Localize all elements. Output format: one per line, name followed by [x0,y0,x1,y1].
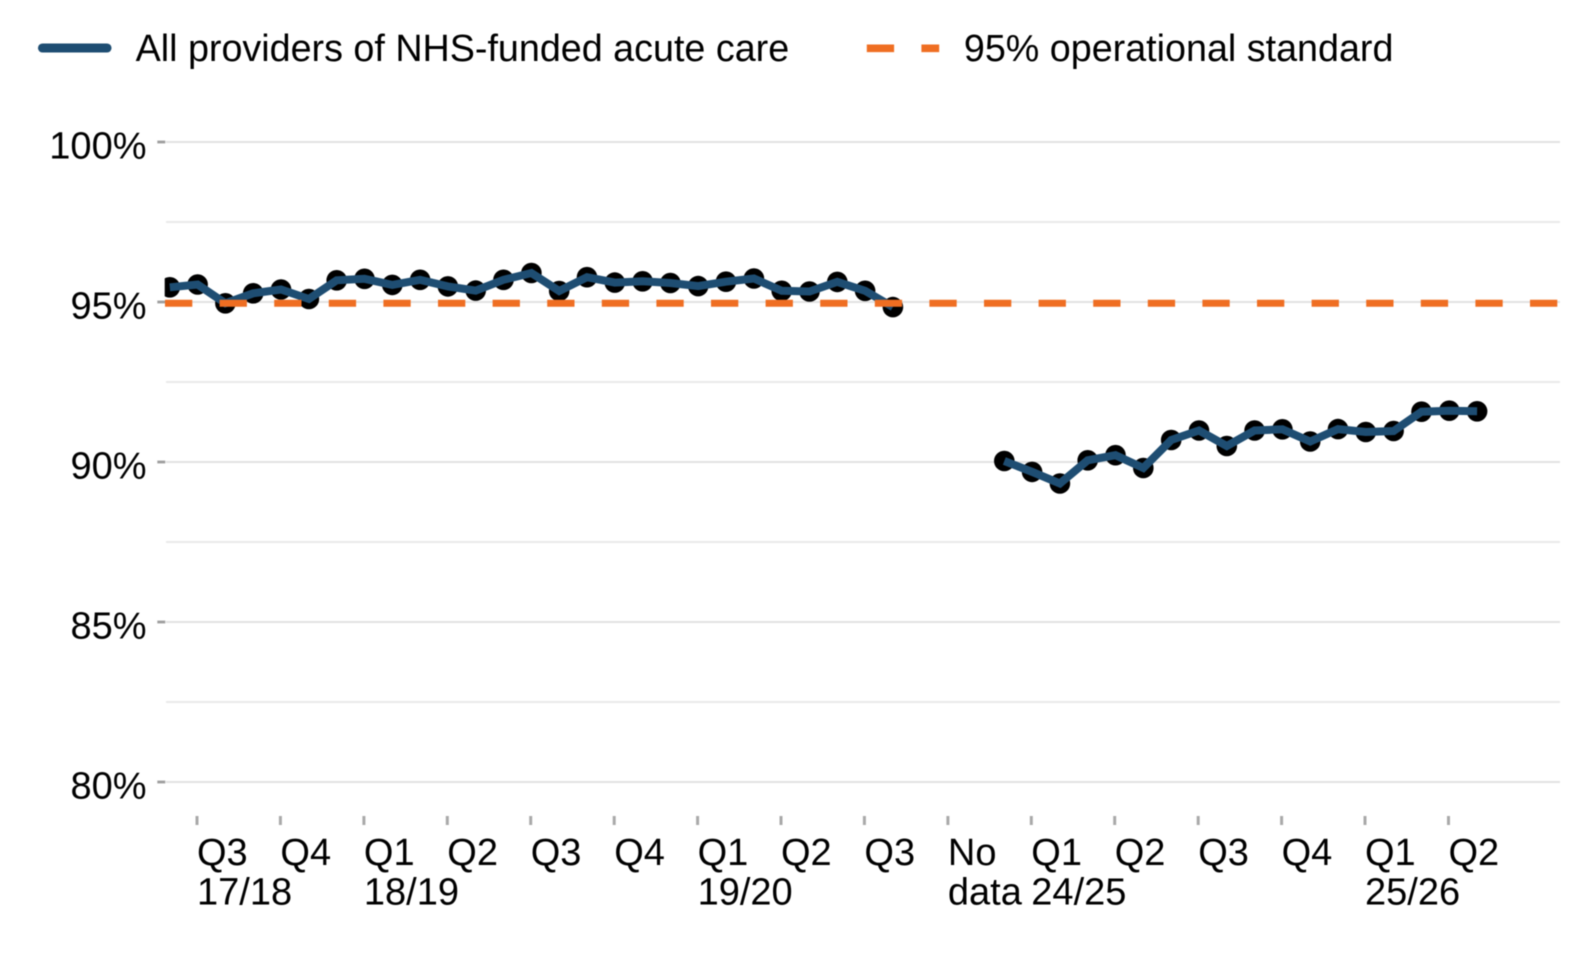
svg-text:25/26: 25/26 [1365,872,1460,914]
svg-text:All providers of NHS-funded ac: All providers of NHS-funded acute care [136,27,790,69]
svg-text:Q1: Q1 [698,832,749,874]
svg-text:85%: 85% [70,606,146,648]
svg-text:Q2: Q2 [1115,832,1166,874]
svg-text:Q3: Q3 [1198,832,1249,874]
svg-text:95% operational standard: 95% operational standard [964,27,1394,69]
svg-text:Q3: Q3 [197,832,248,874]
svg-text:18/19: 18/19 [364,872,459,914]
svg-text:Q2: Q2 [781,832,832,874]
svg-text:19/20: 19/20 [698,872,793,914]
svg-text:data: data [948,872,1023,914]
svg-text:90%: 90% [70,446,146,488]
svg-text:No: No [948,832,997,874]
svg-text:Q2: Q2 [447,832,498,874]
svg-text:Q4: Q4 [280,832,331,874]
svg-text:Q4: Q4 [1282,832,1333,874]
svg-text:Q2: Q2 [1449,832,1500,874]
svg-text:Q1: Q1 [1365,832,1416,874]
svg-text:Q1: Q1 [364,832,415,874]
svg-text:80%: 80% [70,766,146,808]
svg-text:24/25: 24/25 [1031,872,1126,914]
svg-text:Q3: Q3 [864,832,915,874]
svg-text:100%: 100% [49,126,146,168]
svg-text:Q4: Q4 [614,832,665,874]
svg-text:95%: 95% [70,286,146,328]
svg-text:17/18: 17/18 [197,872,292,914]
svg-text:Q3: Q3 [531,832,582,874]
svg-text:Q1: Q1 [1031,832,1082,874]
